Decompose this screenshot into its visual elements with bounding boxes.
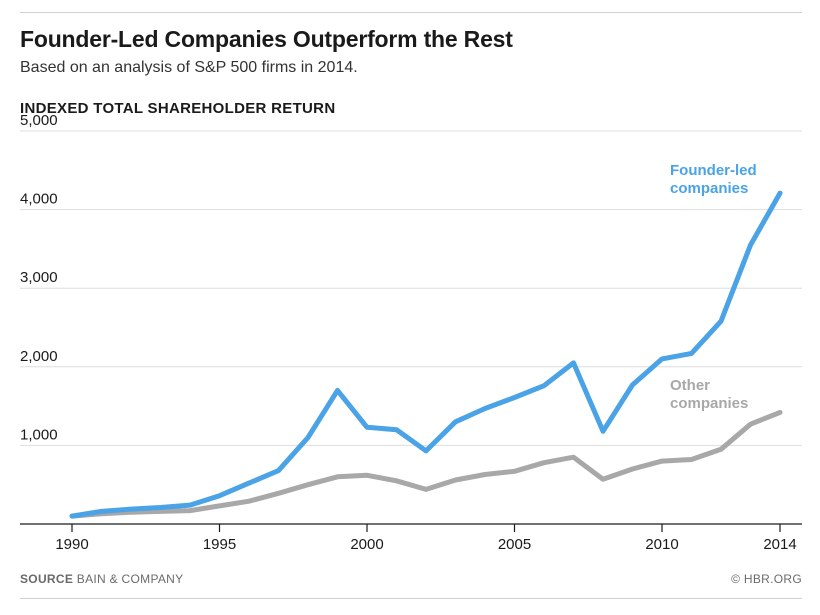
series-label-other: Other [670, 377, 710, 394]
source-text: BAIN & COMPANY [76, 572, 184, 586]
series-lines [69, 190, 783, 519]
source-note: SOURCE BAIN & COMPANY [20, 572, 183, 586]
y-tick-label: 1,000 [20, 426, 58, 443]
x-tick-label: 1995 [203, 536, 236, 553]
y-tick-label: 2,000 [20, 348, 58, 365]
gridlines [20, 130, 802, 525]
x-tick-label: 2014 [763, 536, 796, 553]
y-tick-label: 5,000 [20, 112, 58, 129]
y-axis-title: INDEXED TOTAL SHAREHOLDER RETURN [20, 100, 336, 117]
y-tick-labels: 1,000 2,000 3,000 4,000 5,000 [20, 112, 58, 443]
bottom-rule [20, 598, 802, 599]
top-rule [20, 12, 802, 13]
x-tick-label: 1990 [55, 536, 88, 553]
chart-subtitle: Based on an analysis of S&P 500 firms in… [20, 59, 358, 76]
credit-note: © HBR.ORG [731, 572, 802, 586]
x-tick-labels: 1990 1995 2000 2005 2010 2014 [55, 524, 797, 553]
x-tick-label: 2000 [350, 536, 383, 553]
source-label: SOURCE [20, 572, 74, 586]
series-label-founder-led: Founder-led [670, 162, 757, 179]
y-tick-label: 3,000 [20, 269, 58, 286]
x-tick-label: 2005 [498, 536, 531, 553]
series-line-other [69, 409, 783, 519]
y-tick-label: 4,000 [20, 191, 58, 208]
chart-title: Founder-Led Companies Outperform the Res… [20, 26, 513, 52]
series-label-founder-led: companies [670, 180, 748, 197]
series-label-other: companies [670, 395, 748, 412]
x-tick-label: 2010 [645, 536, 678, 553]
series-line-founder-led [69, 190, 783, 519]
